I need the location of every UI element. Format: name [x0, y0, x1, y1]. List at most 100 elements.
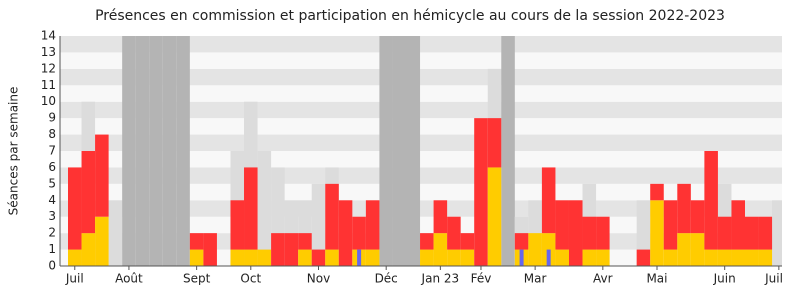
hemicycle-bar: [596, 249, 610, 266]
y-tick-label: 9: [48, 111, 56, 125]
y-tick-label: 13: [41, 45, 56, 59]
commission-bar: [325, 183, 339, 250]
median-bar: [311, 183, 326, 266]
y-tick-label: 11: [41, 78, 56, 92]
commission-bar: [541, 167, 556, 234]
median-bar: [772, 200, 782, 266]
hemicycle-bar: [189, 249, 204, 266]
hemicycle-bar: [663, 249, 678, 266]
vacation-band: [392, 36, 407, 266]
vacation-band: [406, 36, 421, 266]
hemicycle-bar: [745, 249, 759, 266]
hemicycle-bar: [68, 249, 82, 266]
commission-bar: [271, 233, 285, 266]
commission-bar: [230, 200, 245, 250]
question-bar: [546, 249, 551, 266]
hemicycle-bar: [95, 216, 109, 266]
grid-band: [60, 52, 782, 69]
hemicycle-bar: [244, 249, 258, 266]
hemicycle-bar: [690, 233, 705, 266]
commission-bar: [690, 200, 705, 234]
commission-bar: [433, 200, 448, 234]
commission-bar: [555, 200, 569, 250]
commission-bar: [244, 167, 258, 250]
grid-band: [60, 118, 782, 135]
x-tick-label: Août: [115, 272, 143, 286]
commission-bar: [514, 233, 529, 250]
commission-bar: [460, 233, 475, 250]
median-bar: [108, 200, 123, 266]
commission-bar: [298, 233, 312, 250]
y-tick-label: 2: [48, 226, 56, 240]
hemicycle-bar: [460, 249, 475, 266]
commission-bar: [731, 200, 745, 250]
commission-bar: [95, 134, 109, 217]
commission-bar: [420, 233, 434, 250]
hemicycle-bar: [555, 249, 569, 266]
hemicycle-bar: [230, 249, 245, 266]
commission-bar: [663, 200, 678, 250]
plot-area: [60, 36, 782, 266]
x-tick-label: Sept: [183, 272, 211, 286]
commission-bar: [704, 151, 718, 250]
y-tick-label: 1: [48, 242, 56, 256]
y-tick-label: 12: [41, 61, 56, 75]
commission-bar: [474, 118, 488, 266]
commission-bar: [636, 249, 651, 266]
commission-bar: [745, 216, 759, 250]
commission-bar: [487, 118, 502, 168]
x-tick-label: Déc: [375, 272, 398, 286]
x-tick-label: Fév: [471, 272, 492, 286]
vacation-band: [176, 36, 190, 266]
y-axis-label: Séances par semaine: [7, 87, 21, 216]
hemicycle-bar: [420, 249, 434, 266]
commission-bar: [677, 183, 691, 234]
commission-bar: [338, 200, 353, 266]
hemicycle-bar: [487, 167, 502, 266]
commission-bar: [758, 216, 773, 250]
commission-bar: [68, 167, 82, 250]
hemicycle-bar: [650, 200, 664, 266]
y-tick-label: 10: [41, 94, 56, 108]
commission-bar: [717, 216, 732, 250]
hemicycle-bar: [365, 249, 380, 266]
commission-bar: [81, 151, 96, 234]
question-bar: [519, 249, 524, 266]
commission-bar: [447, 216, 461, 250]
x-tick-label: Mai: [646, 272, 667, 286]
commission-bar: [568, 200, 583, 266]
commission-bar: [311, 249, 326, 266]
grid-band: [60, 36, 782, 53]
hemicycle-bar: [257, 249, 272, 266]
grid-band: [60, 134, 782, 151]
y-tick-label: 5: [48, 176, 56, 190]
hemicycle-bar: [325, 249, 339, 266]
y-tick-label: 4: [48, 193, 56, 207]
hemicycle-bar: [582, 249, 597, 266]
commission-bar: [203, 233, 217, 266]
x-tick-label: Oct: [240, 272, 261, 286]
commission-bar: [650, 183, 664, 201]
hemicycle-bar: [704, 249, 718, 266]
hemicycle-bar: [731, 249, 745, 266]
grid-band: [60, 85, 782, 102]
hemicycle-bar: [758, 249, 773, 266]
commission-bar: [365, 200, 380, 250]
commission-bar: [582, 216, 597, 250]
hemicycle-bar: [81, 233, 96, 266]
vacation-band: [135, 36, 150, 266]
vacation-band: [501, 36, 515, 266]
question-bar: [357, 249, 362, 266]
hemicycle-bar: [447, 249, 461, 266]
grid-band: [60, 101, 782, 119]
y-tick-label: 14: [41, 29, 56, 43]
y-tick-label: 6: [48, 160, 56, 174]
x-tick-label: Nov: [307, 272, 330, 286]
y-tick-label: 8: [48, 127, 56, 141]
commission-bar: [596, 216, 610, 250]
hemicycle-bar: [298, 249, 312, 266]
hemicycle-bar: [717, 249, 732, 266]
y-tick-label: 7: [48, 144, 56, 158]
median-bar: [257, 151, 272, 266]
